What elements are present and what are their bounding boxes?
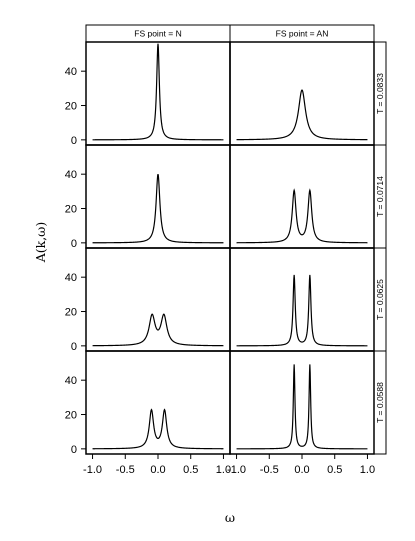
y-tick-label: 0 [71,341,77,353]
y-tick-label: 20 [65,204,77,216]
x-tick-label: 0.0 [294,464,309,476]
x-tick-label: 0.5 [327,464,342,476]
strips-layer: FS point = N FS point = AN T = 0.0833 T = 0… [85,24,387,455]
series-line [92,43,224,141]
x-tick-label: 1.0 [360,464,375,476]
column-strip-label: FS point = N [134,29,181,39]
y-tick-label: 40 [65,66,77,78]
column-strip: FS point = AN [229,24,375,43]
panel-1-0 [92,174,224,244]
panel-0-1 [236,89,368,141]
series-line [236,89,368,141]
row-strip-label: T = 0.0714 [375,176,385,217]
panel-3-1 [236,364,368,450]
row-strip-label: T = 0.0625 [375,279,385,320]
y-tick-label: 0 [71,238,77,250]
panel-1-1 [236,188,368,244]
y-tick-label: 0 [71,135,77,147]
panel-border [229,41,375,146]
panel-border [85,144,231,249]
x-tick-label: -1.0 [83,464,102,476]
panel-border [229,144,375,249]
y-tick-label: 20 [65,307,77,319]
row-strip: T = 0.0833 [373,41,387,146]
y-tick-label: 0 [71,444,77,456]
x-tick-label: 1.0 [216,464,231,476]
panel-3-0 [92,408,224,450]
row-strip-label: T = 0.0833 [375,73,385,114]
x-axis-label: ω [225,510,235,525]
panel-border [85,247,231,352]
row-strip: T = 0.0588 [373,350,387,455]
panel-border [229,350,375,455]
x-tick-label: -0.5 [116,464,135,476]
y-tick-label: 40 [65,272,77,284]
y-tick-label: 40 [65,169,77,181]
y-tick-label: 40 [65,375,77,387]
panel-2-0 [92,313,224,347]
series-line [92,174,224,244]
series-line [92,313,224,347]
y-tick-label: 20 [65,410,77,422]
column-strip-label: FS point = AN [276,29,329,39]
x-tick-label: 0.5 [183,464,198,476]
series-line [92,408,224,450]
series-line [236,364,368,450]
y-tick-label: 20 [65,101,77,113]
panel-border [85,41,231,146]
row-strip: T = 0.0625 [373,247,387,352]
row-strip: T = 0.0714 [373,144,387,249]
x-tick-label: 0.0 [150,464,165,476]
y-axis-label: A(k,ω) [33,222,48,264]
x-tick-label: -0.5 [260,464,279,476]
x-tick-label: -1.0 [227,464,246,476]
column-strip: FS point = N [85,24,231,43]
panel-border [229,247,375,352]
panel-0-0 [92,43,224,141]
panel-2-1 [236,274,368,347]
series-line [236,274,368,347]
panels-layer [92,43,368,450]
row-strip-label: T = 0.0588 [375,382,385,423]
series-line [236,188,368,244]
